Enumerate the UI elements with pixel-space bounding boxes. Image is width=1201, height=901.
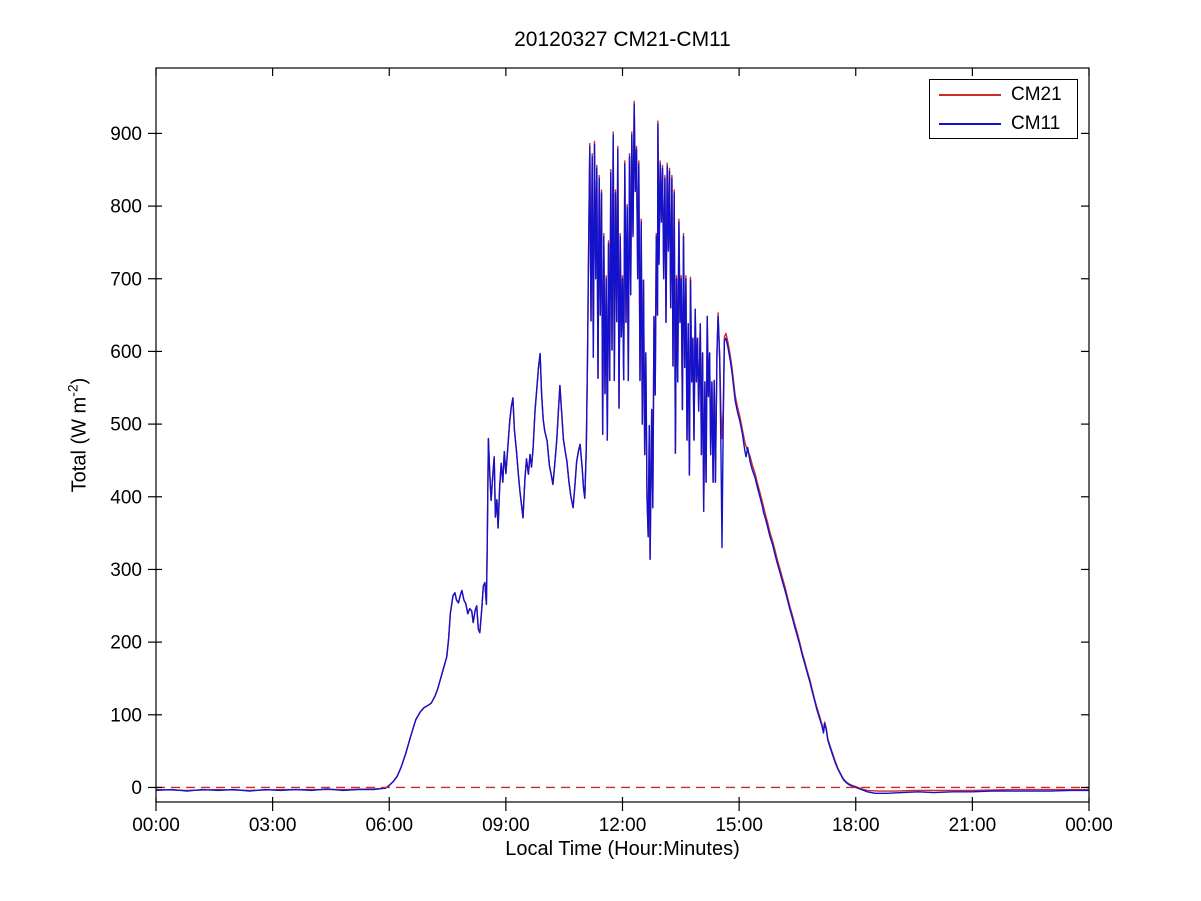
legend-label: CM21 bbox=[1011, 83, 1062, 105]
x-tick-label: 00:00 bbox=[1065, 815, 1113, 836]
y-tick-label: 0 bbox=[131, 778, 142, 799]
legend-label: CM11 bbox=[1011, 112, 1061, 134]
legend-line-sample bbox=[939, 122, 1001, 125]
chart-title: 20120327 CM21-CM11 bbox=[514, 28, 731, 51]
x-tick-label: 12:00 bbox=[599, 815, 647, 836]
series-cm11 bbox=[155, 103, 1089, 794]
x-tick-label: 03:00 bbox=[249, 815, 297, 836]
y-axis-label-close: ) bbox=[68, 377, 91, 385]
y-axis-label: Total (W m-2) bbox=[65, 378, 92, 493]
legend-entry-cm21: CM21 bbox=[930, 81, 1077, 109]
x-axis-label: Local Time (Hour:Minutes) bbox=[505, 838, 740, 860]
y-tick-label: 500 bbox=[110, 415, 142, 436]
y-tick-label: 200 bbox=[110, 633, 142, 654]
y-tick-label: 600 bbox=[110, 342, 142, 363]
x-tick-label: 18:00 bbox=[832, 815, 880, 836]
y-tick-label: 700 bbox=[110, 269, 142, 290]
x-tick-label: 15:00 bbox=[715, 815, 763, 836]
y-axis-label-base: Total (W m bbox=[68, 396, 91, 493]
y-tick-label: 400 bbox=[110, 487, 142, 508]
legend: CM21 CM11 bbox=[929, 79, 1078, 139]
axes-box bbox=[155, 67, 1090, 803]
y-axis-label-exponent: -2 bbox=[64, 384, 81, 397]
x-tick-label: 09:00 bbox=[482, 815, 530, 836]
legend-line-sample bbox=[939, 93, 1001, 96]
x-tick-label: 00:00 bbox=[132, 815, 180, 836]
y-tick-label: 300 bbox=[110, 560, 142, 581]
x-tick-label: 06:00 bbox=[365, 815, 413, 836]
series-cm21 bbox=[155, 100, 1089, 792]
y-tick-label: 100 bbox=[110, 705, 142, 726]
x-tick-label: 21:00 bbox=[949, 815, 997, 836]
y-tick-label: 900 bbox=[110, 124, 142, 145]
y-tick-label: 800 bbox=[110, 197, 142, 218]
legend-entry-cm11: CM11 bbox=[930, 110, 1077, 138]
